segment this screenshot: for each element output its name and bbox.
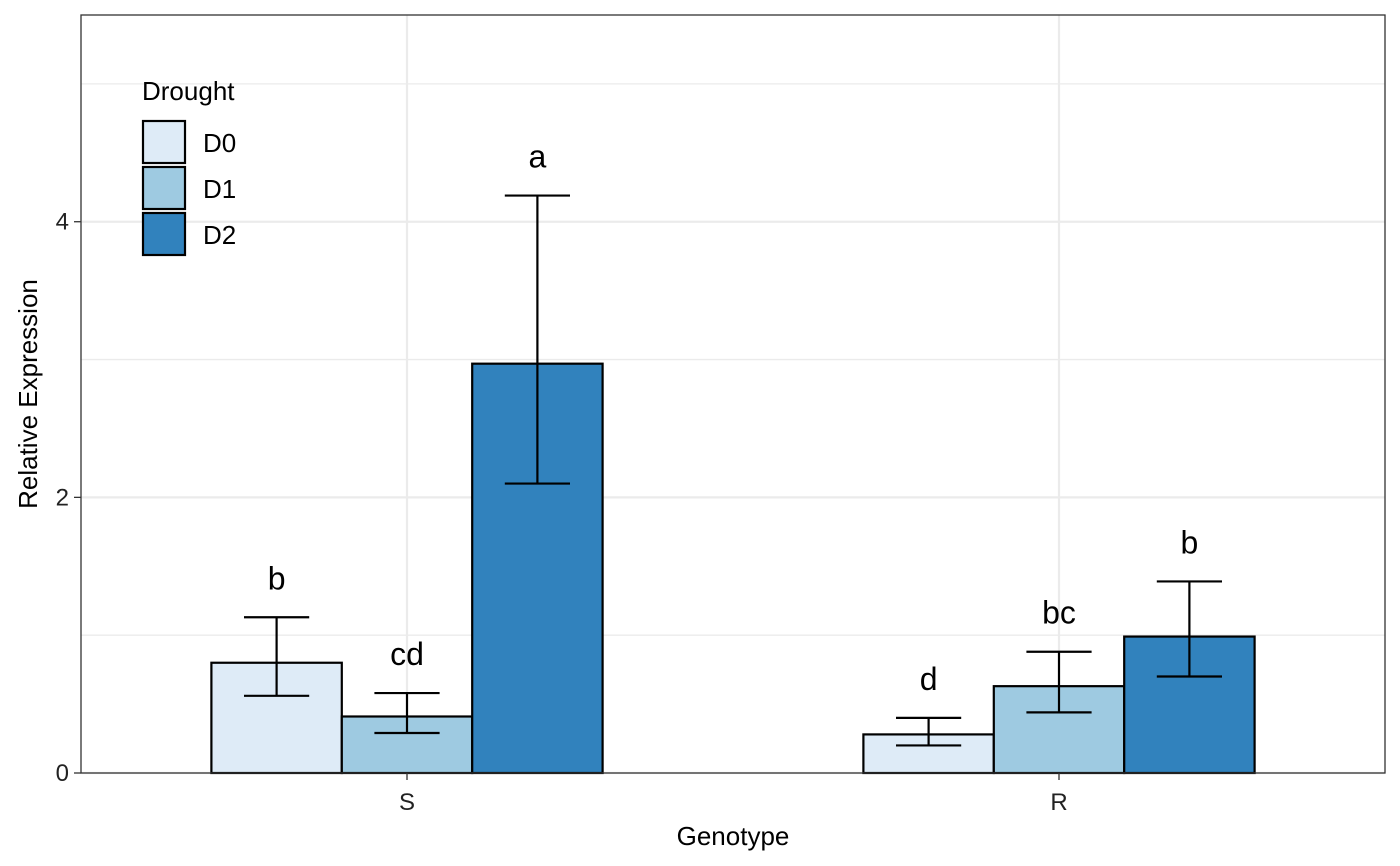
legend-label-D0: D0 <box>203 128 236 158</box>
significance-label-D0-R: d <box>920 661 938 697</box>
y-tick-label: 0 <box>56 760 69 787</box>
y-axis-title: Relative Expression <box>13 279 43 509</box>
legend-key-D1 <box>141 165 187 211</box>
legend-key-D0 <box>141 119 187 165</box>
x-tick-label: S <box>399 789 415 816</box>
significance-label-D2-S: a <box>529 139 547 175</box>
significance-label-D2-R: b <box>1181 524 1199 560</box>
panel-border <box>80 14 1386 774</box>
axes: 0 2 4 S R <box>56 209 1068 816</box>
legend-label-D2: D2 <box>203 220 236 250</box>
x-axis-title: Genotype <box>677 821 790 851</box>
error-bars <box>244 194 1222 747</box>
legend: Drought D0 D1 D2 <box>141 76 236 257</box>
legend-key-D2 <box>141 211 187 257</box>
legend-label-D1: D1 <box>203 174 236 204</box>
significance-label-D1-R: bc <box>1042 595 1076 631</box>
y-tick-label: 4 <box>56 209 69 236</box>
significance-labels: b d cd bc a b <box>268 139 1199 697</box>
x-tick-label: R <box>1050 789 1067 816</box>
significance-label-D0-S: b <box>268 560 286 596</box>
significance-label-D1-S: cd <box>390 636 424 672</box>
legend-title: Drought <box>142 76 235 106</box>
bars <box>210 362 1256 775</box>
y-tick-label: 2 <box>56 484 69 511</box>
